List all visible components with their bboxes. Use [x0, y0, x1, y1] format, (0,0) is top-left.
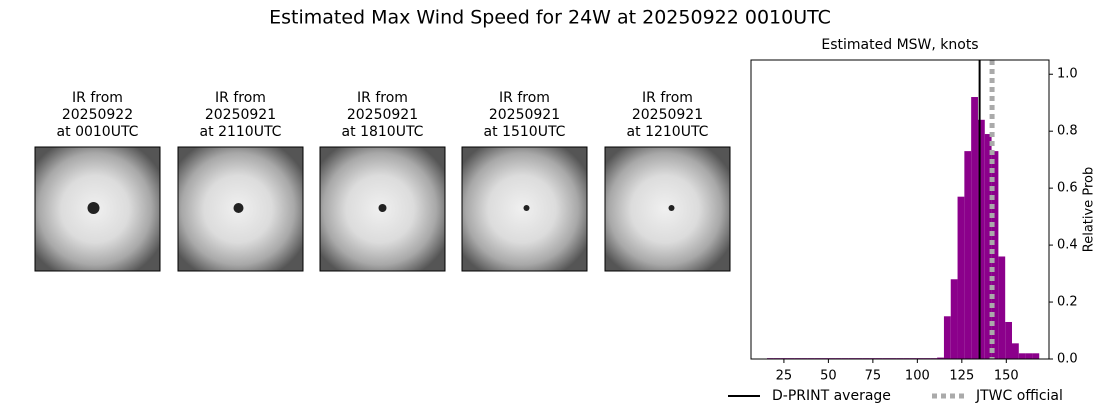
- x-tick-label: 100: [905, 369, 930, 384]
- x-tick-label: 75: [865, 369, 882, 384]
- panel-title: 20250921: [632, 107, 703, 123]
- bar: [937, 357, 944, 359]
- panel-title: 20250921: [489, 107, 560, 123]
- figure-title: Estimated Max Wind Speed for 24W at 2025…: [269, 7, 831, 29]
- bar: [1032, 353, 1040, 359]
- panel-title: IR from: [72, 90, 123, 106]
- panel-title: 20250921: [347, 107, 418, 123]
- y-tick-label: 0.0: [1057, 352, 1078, 367]
- ir-image: [604, 146, 731, 272]
- storm-eye: [668, 205, 675, 211]
- bar: [971, 97, 978, 360]
- x-tick-label: 50: [820, 369, 837, 384]
- bar: [1011, 343, 1019, 359]
- panel-title: 20250921: [205, 107, 276, 123]
- legend-label: D-PRINT average: [772, 388, 891, 404]
- panel-title: 20250922: [62, 107, 133, 123]
- panel-title: at 1510UTC: [484, 124, 566, 140]
- panel-title: IR from: [357, 90, 408, 106]
- bar: [964, 151, 972, 359]
- storm-eye: [378, 204, 387, 212]
- panel-title: at 2110UTC: [200, 124, 282, 140]
- storm-eye: [233, 203, 244, 213]
- y-tick-label: 1.0: [1057, 67, 1078, 82]
- bar: [1025, 353, 1033, 359]
- legend-label: JTWC official: [975, 388, 1063, 404]
- bar: [977, 119, 985, 359]
- panel-title: IR from: [215, 90, 266, 106]
- y-tick-label: 0.4: [1057, 238, 1078, 253]
- chart-title: Estimated MSW, knots: [821, 37, 978, 53]
- y-tick-label: 0.8: [1057, 124, 1078, 139]
- panel-title: at 1210UTC: [627, 124, 709, 140]
- panel-title: at 0010UTC: [57, 124, 139, 140]
- y-axis-label: Relative Prob: [1082, 167, 1097, 252]
- bar: [957, 196, 965, 359]
- storm-eye: [523, 205, 530, 211]
- y-tick-label: 0.6: [1057, 181, 1078, 196]
- y-tick-label: 0.2: [1057, 295, 1078, 310]
- plot-frame: [750, 59, 1050, 360]
- x-tick-label: 150: [994, 369, 1019, 384]
- bar: [998, 256, 1006, 359]
- bar: [1018, 353, 1026, 359]
- bar: [984, 134, 992, 359]
- storm-eye: [87, 202, 100, 214]
- bar: [950, 279, 958, 359]
- panel-title: at 1810UTC: [342, 124, 424, 140]
- panel-title: IR from: [642, 90, 693, 106]
- x-tick-label: 125: [949, 369, 974, 384]
- bar: [1005, 321, 1012, 359]
- bar: [991, 151, 999, 359]
- bar: [943, 316, 951, 359]
- histogram-chart: Estimated MSW, knots D-PRINT average JTWC …: [728, 37, 1097, 404]
- panel-title: IR from: [499, 90, 550, 106]
- x-tick-label: 25: [776, 369, 793, 384]
